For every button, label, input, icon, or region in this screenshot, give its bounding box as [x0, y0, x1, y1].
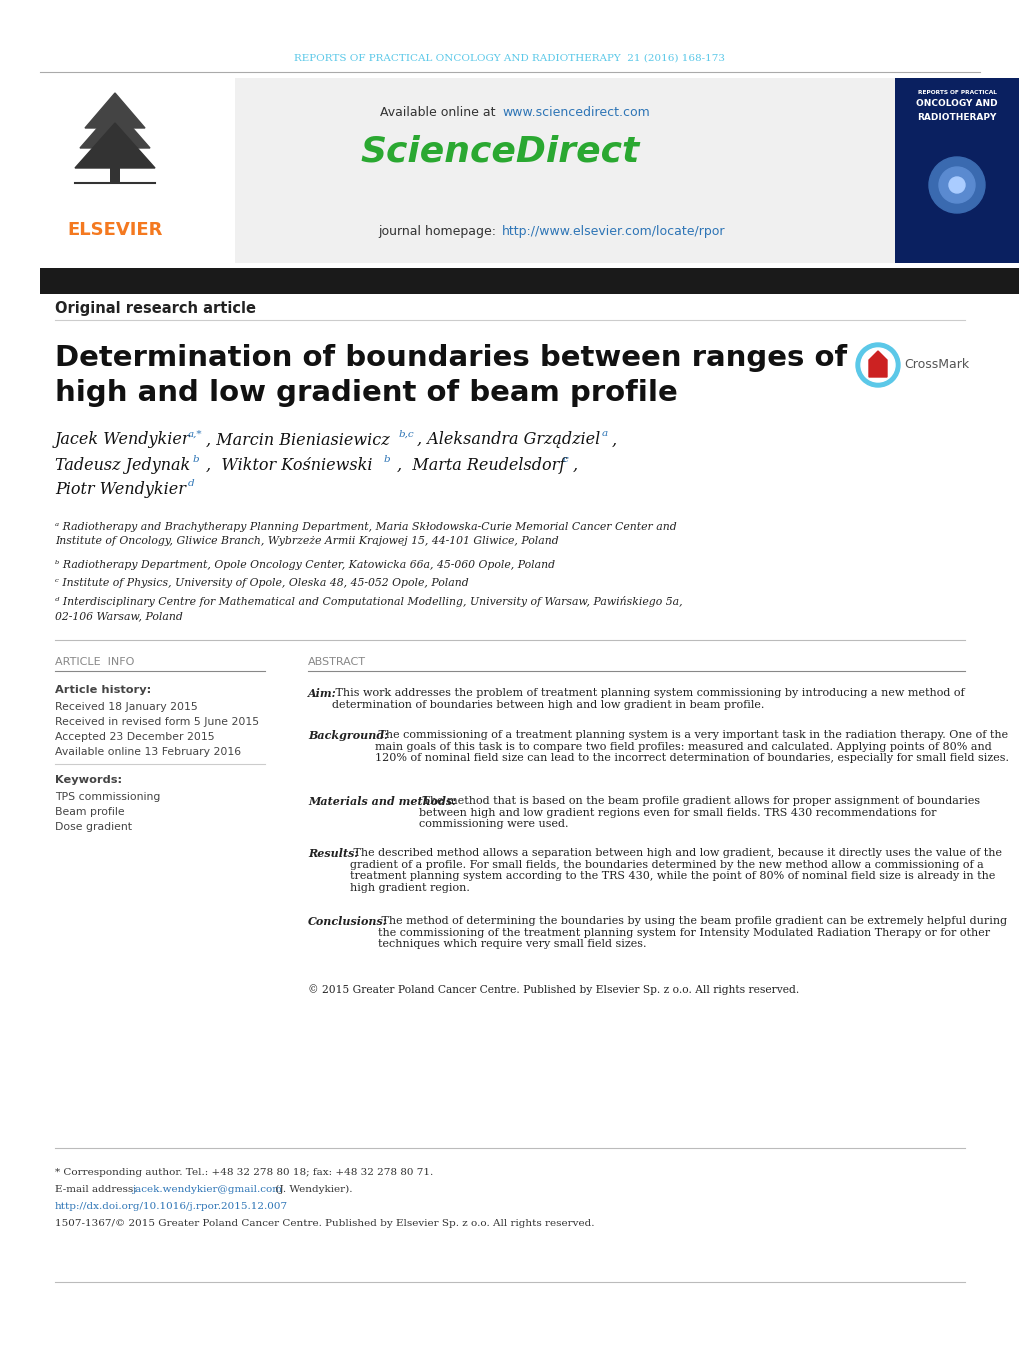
Text: * Corresponding author. Tel.: +48 32 278 80 18; fax: +48 32 278 80 71.: * Corresponding author. Tel.: +48 32 278…: [55, 1169, 433, 1177]
Text: b,c: b,c: [398, 430, 414, 439]
Text: The method that is based on the beam profile gradient allows for proper assignme: The method that is based on the beam pro…: [419, 796, 979, 830]
Text: TPS commissioning: TPS commissioning: [55, 792, 160, 802]
Text: Determination of boundaries between ranges of: Determination of boundaries between rang…: [55, 345, 847, 372]
Text: a: a: [601, 430, 607, 439]
Text: E-mail address:: E-mail address:: [55, 1185, 140, 1194]
Text: Aim:: Aim:: [308, 688, 336, 698]
Circle shape: [860, 349, 894, 382]
FancyBboxPatch shape: [894, 78, 1019, 263]
Circle shape: [928, 157, 984, 213]
Text: ,  Marta Reudelsdorf: , Marta Reudelsdorf: [396, 457, 565, 473]
Text: www.sciencedirect.com: www.sciencedirect.com: [501, 105, 649, 119]
Text: Piotr Wendykier: Piotr Wendykier: [55, 481, 185, 499]
Circle shape: [938, 168, 974, 203]
Text: ELSEVIER: ELSEVIER: [67, 222, 162, 239]
Text: , Marcin Bieniasiewicz: , Marcin Bieniasiewicz: [206, 431, 389, 449]
Text: The commissioning of a treatment planning system is a very important task in the: The commissioning of a treatment plannin…: [375, 730, 1008, 763]
Text: This work addresses the problem of treatment planning system commissioning by in: This work addresses the problem of treat…: [331, 688, 964, 709]
Text: Accepted 23 December 2015: Accepted 23 December 2015: [55, 732, 214, 742]
Text: jacek.wendykier@gmail.com: jacek.wendykier@gmail.com: [131, 1185, 281, 1194]
Text: ,: ,: [611, 431, 616, 449]
Text: (J. Wendykier).: (J. Wendykier).: [272, 1185, 353, 1194]
Text: Background:: Background:: [308, 730, 388, 740]
Text: The described method allows a separation between high and low gradient, because : The described method allows a separation…: [350, 848, 1001, 893]
Text: Received in revised form 5 June 2015: Received in revised form 5 June 2015: [55, 717, 259, 727]
Text: b: b: [383, 454, 390, 463]
Text: REPORTS OF PRACTICAL ONCOLOGY AND RADIOTHERAPY  21 (2016) 168-173: REPORTS OF PRACTICAL ONCOLOGY AND RADIOT…: [294, 54, 725, 62]
Polygon shape: [79, 108, 150, 149]
Text: d: d: [187, 480, 195, 489]
Text: © 2015 Greater Poland Cancer Centre. Published by Elsevier Sp. z o.o. All rights: © 2015 Greater Poland Cancer Centre. Pub…: [308, 984, 799, 994]
Text: Results:: Results:: [308, 848, 358, 859]
Text: ABSTRACT: ABSTRACT: [308, 657, 366, 667]
Text: ,  Wiktor Kośniewski: , Wiktor Kośniewski: [206, 457, 372, 473]
FancyBboxPatch shape: [40, 267, 1019, 295]
Text: Beam profile: Beam profile: [55, 807, 124, 817]
Text: The method of determining the boundaries by using the beam profile gradient can : The method of determining the boundaries…: [378, 916, 1006, 950]
Text: Tadeusz Jedynak: Tadeusz Jedynak: [55, 457, 191, 473]
Text: ,: ,: [573, 457, 578, 473]
FancyBboxPatch shape: [110, 168, 120, 182]
FancyBboxPatch shape: [40, 78, 234, 263]
Text: c: c: [562, 454, 569, 463]
Text: journal homepage:: journal homepage:: [378, 226, 499, 239]
Text: Available online at: Available online at: [380, 105, 499, 119]
Text: Keywords:: Keywords:: [55, 775, 122, 785]
Circle shape: [855, 343, 899, 386]
Text: Original research article: Original research article: [55, 300, 256, 316]
Text: ONCOLOGY AND: ONCOLOGY AND: [915, 100, 997, 108]
Text: ᶜ Institute of Physics, University of Opole, Oleska 48, 45-052 Opole, Poland: ᶜ Institute of Physics, University of Op…: [55, 578, 469, 588]
Text: Article history:: Article history:: [55, 685, 151, 694]
Text: 1507-1367/© 2015 Greater Poland Cancer Centre. Published by Elsevier Sp. z o.o. : 1507-1367/© 2015 Greater Poland Cancer C…: [55, 1219, 594, 1228]
Circle shape: [948, 177, 964, 193]
Polygon shape: [75, 123, 155, 168]
Text: high and low gradient of beam profile: high and low gradient of beam profile: [55, 380, 677, 407]
Text: Dose gradient: Dose gradient: [55, 821, 131, 832]
Text: ARTICLE  INFO: ARTICLE INFO: [55, 657, 135, 667]
Polygon shape: [868, 351, 887, 377]
Text: , Aleksandra Grządziel: , Aleksandra Grządziel: [417, 431, 599, 449]
Text: ScienceDirect: ScienceDirect: [360, 135, 639, 169]
Text: b: b: [193, 454, 200, 463]
Text: REPORTS OF PRACTICAL: REPORTS OF PRACTICAL: [917, 89, 996, 95]
Text: Available online 13 February 2016: Available online 13 February 2016: [55, 747, 240, 757]
Text: a,*: a,*: [187, 430, 203, 439]
Text: http://dx.doi.org/10.1016/j.rpor.2015.12.007: http://dx.doi.org/10.1016/j.rpor.2015.12…: [55, 1202, 287, 1210]
Text: ᵇ Radiotherapy Department, Opole Oncology Center, Katowicka 66a, 45-060 Opole, P: ᵇ Radiotherapy Department, Opole Oncolog…: [55, 561, 554, 570]
Text: CrossMark: CrossMark: [903, 358, 968, 372]
Text: Conclusions:: Conclusions:: [308, 916, 387, 927]
Text: http://www.elsevier.com/locate/rpor: http://www.elsevier.com/locate/rpor: [501, 226, 725, 239]
Text: ᵃ Radiotherapy and Brachytherapy Planning Department, Maria Skłodowska-Curie Mem: ᵃ Radiotherapy and Brachytherapy Plannin…: [55, 521, 676, 546]
Text: Jacek Wendykier: Jacek Wendykier: [55, 431, 191, 449]
Text: Received 18 January 2015: Received 18 January 2015: [55, 703, 198, 712]
Text: ᵈ Interdisciplinary Centre for Mathematical and Computational Modelling, Univers: ᵈ Interdisciplinary Centre for Mathemati…: [55, 596, 682, 621]
Text: RADIOTHERAPY: RADIOTHERAPY: [916, 113, 996, 123]
Text: Materials and methods:: Materials and methods:: [308, 796, 455, 807]
Polygon shape: [85, 93, 145, 128]
FancyBboxPatch shape: [40, 78, 894, 263]
